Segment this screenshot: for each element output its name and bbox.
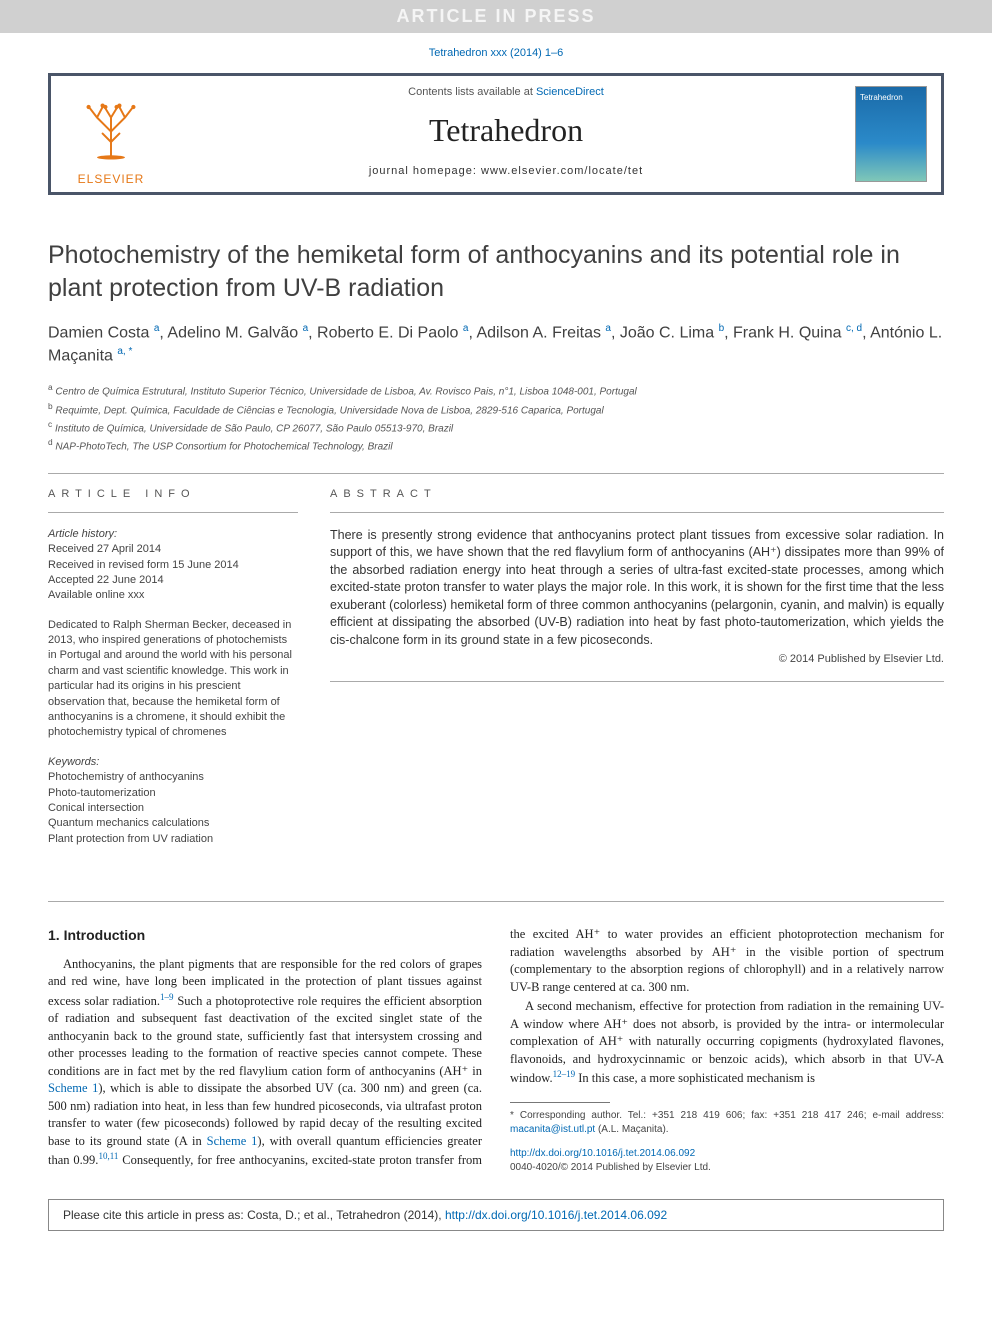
body-text: In this case, a more sophisticated mecha… — [575, 1071, 815, 1085]
scheme-link[interactable]: Scheme 1 — [48, 1081, 98, 1095]
article-history: Article history: Received 27 April 2014R… — [48, 527, 298, 604]
history-label: Article history: — [48, 527, 298, 542]
history-line: Accepted 22 June 2014 — [48, 573, 298, 588]
abstract-text: There is presently strong evidence that … — [330, 527, 944, 650]
please-cite-box: Please cite this article in press as: Co… — [48, 1199, 944, 1231]
paragraph: A second mechanism, effective for protec… — [510, 998, 944, 1088]
footnote-text: (A.L. Maçanita). — [595, 1124, 668, 1135]
divider — [48, 473, 944, 474]
elsevier-tree-icon — [71, 88, 151, 168]
abstract-column: ABSTRACT There is presently strong evide… — [330, 488, 944, 861]
divider — [48, 901, 944, 902]
article-body-columns: 1. Introduction Anthocyanins, the plant … — [48, 926, 944, 1175]
scheme-link[interactable]: Scheme 1 — [207, 1134, 258, 1148]
ref-link[interactable]: 12–19 — [553, 1069, 576, 1079]
footnote-separator — [510, 1102, 610, 1103]
divider — [330, 681, 944, 682]
publisher-logo-block: ELSEVIER — [51, 76, 171, 192]
contents-list-line: Contents lists available at ScienceDirec… — [171, 86, 841, 98]
history-line: Available online xxx — [48, 588, 298, 603]
keywords-block: Keywords: Photochemistry of anthocyanins… — [48, 755, 298, 847]
footnote-text: * Corresponding author. Tel.: +351 218 4… — [510, 1110, 944, 1121]
publisher-label: ELSEVIER — [78, 172, 145, 186]
history-line: Received in revised form 15 June 2014 — [48, 558, 298, 573]
affiliations: a Centro de Química Estrutural, Institut… — [48, 381, 944, 454]
email-link[interactable]: macanita@ist.utl.pt — [510, 1124, 595, 1135]
ref-link[interactable]: 10,11 — [98, 1151, 118, 1161]
corresponding-author-footnote: * Corresponding author. Tel.: +351 218 4… — [510, 1109, 944, 1137]
keyword: Photochemistry of anthocyanins — [48, 770, 298, 785]
article-title: Photochemistry of the hemiketal form of … — [48, 239, 944, 304]
top-citation: Tetrahedron xxx (2014) 1–6 — [48, 33, 944, 73]
keyword: Quantum mechanics calculations — [48, 816, 298, 831]
history-line: Received 27 April 2014 — [48, 542, 298, 557]
article-info-column: ARTICLE INFO Article history: Received 2… — [48, 488, 298, 861]
citation-doi-link[interactable]: http://dx.doi.org/10.1016/j.tet.2014.06.… — [445, 1208, 667, 1222]
section-heading: 1. Introduction — [48, 926, 482, 946]
dedication-text: Dedicated to Ralph Sherman Becker, decea… — [48, 618, 298, 741]
keyword: Plant protection from UV radiation — [48, 832, 298, 847]
issn-copyright: 0040-4020/© 2014 Published by Elsevier L… — [510, 1162, 711, 1173]
divider — [48, 512, 298, 513]
abstract-copyright: © 2014 Published by Elsevier Ltd. — [330, 653, 944, 665]
journal-cover-thumbnail: Tetrahedron — [855, 86, 927, 182]
keywords-label: Keywords: — [48, 755, 298, 770]
journal-homepage-line: journal homepage: www.elsevier.com/locat… — [171, 165, 841, 177]
ref-link[interactable]: 1–9 — [160, 992, 174, 1002]
citation-text: Please cite this article in press as: Co… — [63, 1208, 445, 1222]
article-info-head: ARTICLE INFO — [48, 488, 298, 500]
doi-link[interactable]: http://dx.doi.org/10.1016/j.tet.2014.06.… — [510, 1148, 695, 1159]
article-in-press-banner: ARTICLE IN PRESS — [0, 0, 992, 33]
cover-title-text: Tetrahedron — [860, 93, 903, 102]
doi-block: http://dx.doi.org/10.1016/j.tet.2014.06.… — [510, 1147, 944, 1175]
authors-list: Damien Costa a, Adelino M. Galvão a, Rob… — [48, 322, 944, 367]
journal-name: Tetrahedron — [171, 112, 841, 149]
contents-prefix: Contents lists available at — [408, 86, 536, 98]
sciencedirect-link[interactable]: ScienceDirect — [536, 86, 604, 98]
divider — [330, 512, 944, 513]
keyword: Conical intersection — [48, 801, 298, 816]
keyword: Photo-tautomerization — [48, 786, 298, 801]
abstract-head: ABSTRACT — [330, 488, 944, 500]
journal-masthead: ELSEVIER Contents lists available at Sci… — [48, 73, 944, 195]
